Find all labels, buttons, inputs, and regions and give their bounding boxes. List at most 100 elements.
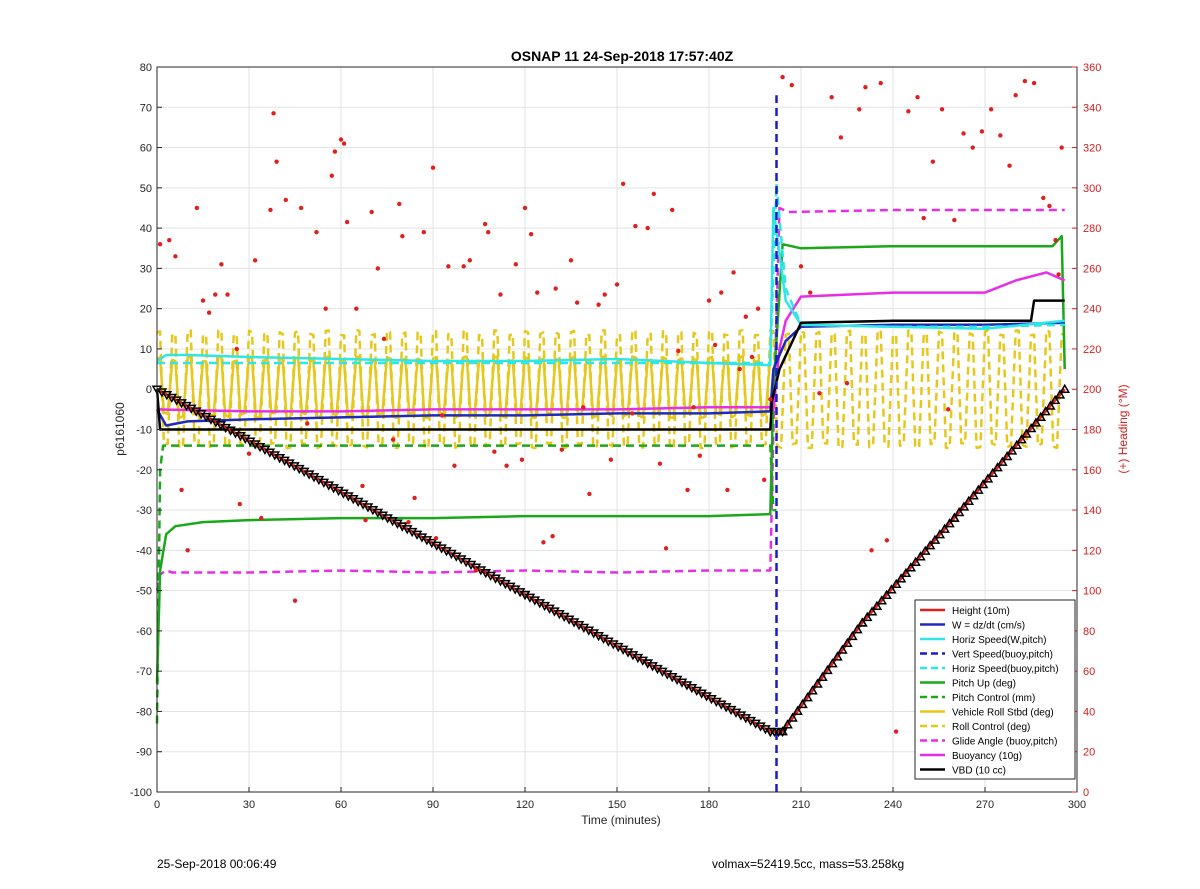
heading-point <box>225 292 230 297</box>
height-marker <box>934 529 946 539</box>
heading-point <box>878 80 883 86</box>
heading-point <box>808 290 813 295</box>
height-marker <box>1025 422 1037 433</box>
heading-point <box>412 495 417 501</box>
heading-point <box>979 129 985 134</box>
height-marker <box>905 562 917 572</box>
height-marker <box>857 617 868 627</box>
height-marker <box>1054 389 1066 399</box>
heading-point <box>838 135 844 140</box>
heading-point <box>743 314 748 319</box>
x-tick-label: 240 <box>884 799 902 811</box>
heading-point <box>246 451 252 456</box>
heading-point <box>1053 237 1058 243</box>
heading-point <box>559 447 564 452</box>
heading-point <box>486 229 491 235</box>
heading-point <box>952 217 957 223</box>
y-tick-label: 0 <box>146 384 152 396</box>
heading-point <box>314 229 319 235</box>
heading-point <box>798 264 804 269</box>
heading-point <box>329 173 334 178</box>
heading-point <box>1059 145 1064 150</box>
heading-point <box>363 517 368 523</box>
height-marker <box>973 484 984 494</box>
heading-point <box>213 292 218 297</box>
height-marker <box>792 705 803 715</box>
heading-point <box>906 109 911 114</box>
height-marker <box>861 611 873 622</box>
x-tick-label: 30 <box>243 799 255 811</box>
height-marker <box>977 478 989 489</box>
heading-point <box>467 258 472 263</box>
heading-point <box>817 391 822 396</box>
legend-label: Vehicle Roll Stbd (deg) <box>952 708 1054 719</box>
y-tick-label: -30 <box>136 505 152 517</box>
heading-point <box>292 598 298 603</box>
height-marker <box>827 658 838 668</box>
height-marker <box>1030 417 1042 427</box>
y-tick-label: -50 <box>136 586 152 598</box>
y2-tick-label: 360 <box>1083 62 1101 74</box>
heading-point <box>400 233 405 239</box>
height-marker <box>944 518 955 528</box>
footer-timestamp: 25-Sep-2018 00:06:49 <box>157 857 277 871</box>
heading-point <box>283 197 288 203</box>
x-axis-label: Time (minutes) <box>581 813 661 827</box>
height-marker <box>987 467 999 478</box>
series-line <box>157 182 1065 365</box>
heading-point <box>553 286 558 291</box>
legend-label: Horiz Speed(W,pitch) <box>952 635 1046 646</box>
height-marker <box>822 664 833 675</box>
heading-point <box>390 437 396 442</box>
y2-tick-label: 160 <box>1083 465 1101 477</box>
heading-point <box>1056 272 1061 277</box>
heading-point <box>685 487 690 493</box>
heading-point <box>406 519 411 525</box>
y-tick-label: 50 <box>140 183 152 195</box>
y-tick-label: -60 <box>136 626 152 638</box>
right-axis-label: (+) Heading (°M) <box>1116 384 1130 473</box>
y-tick-label: -20 <box>136 465 152 477</box>
y-tick-label: -40 <box>136 545 152 557</box>
height-marker <box>886 584 897 594</box>
y2-tick-label: 0 <box>1083 787 1089 799</box>
y-tick-label: -90 <box>136 747 152 759</box>
heading-point <box>167 237 172 243</box>
heading-point <box>587 491 592 497</box>
heading-point <box>608 457 614 462</box>
heading-point <box>946 407 951 412</box>
heading-point <box>473 568 479 573</box>
y2-tick-label: 320 <box>1083 143 1101 155</box>
heading-point <box>550 534 555 539</box>
heading-point <box>762 477 767 483</box>
y2-tick-label: 340 <box>1083 102 1101 114</box>
y-tick-label: -70 <box>136 666 152 678</box>
heading-point <box>670 207 675 213</box>
height-marker <box>963 495 975 506</box>
legend-label: Buoyancy (10g) <box>952 751 1022 762</box>
height-marker <box>871 600 883 611</box>
heading-point <box>1013 92 1018 98</box>
heading-point <box>298 205 304 211</box>
heading-point <box>596 302 601 307</box>
y2-tick-label: 20 <box>1083 747 1095 759</box>
height-marker <box>797 698 808 709</box>
legend-label: Roll Control (deg) <box>952 722 1030 733</box>
heading-point <box>381 336 387 342</box>
heading-point <box>893 729 899 734</box>
y2-tick-label: 140 <box>1083 505 1101 517</box>
series-line <box>156 355 772 420</box>
height-marker <box>958 501 970 511</box>
heading-point <box>844 380 850 386</box>
height-marker <box>787 712 798 722</box>
heading-point <box>651 191 656 197</box>
height-marker <box>939 523 950 533</box>
x-tick-label: 90 <box>427 799 439 811</box>
height-marker <box>1040 406 1051 416</box>
heading-point <box>369 209 374 215</box>
heading-point <box>697 453 702 458</box>
height-marker <box>919 545 931 555</box>
heading-point <box>360 483 365 489</box>
heading-point <box>375 266 380 271</box>
heading-point <box>780 74 785 80</box>
